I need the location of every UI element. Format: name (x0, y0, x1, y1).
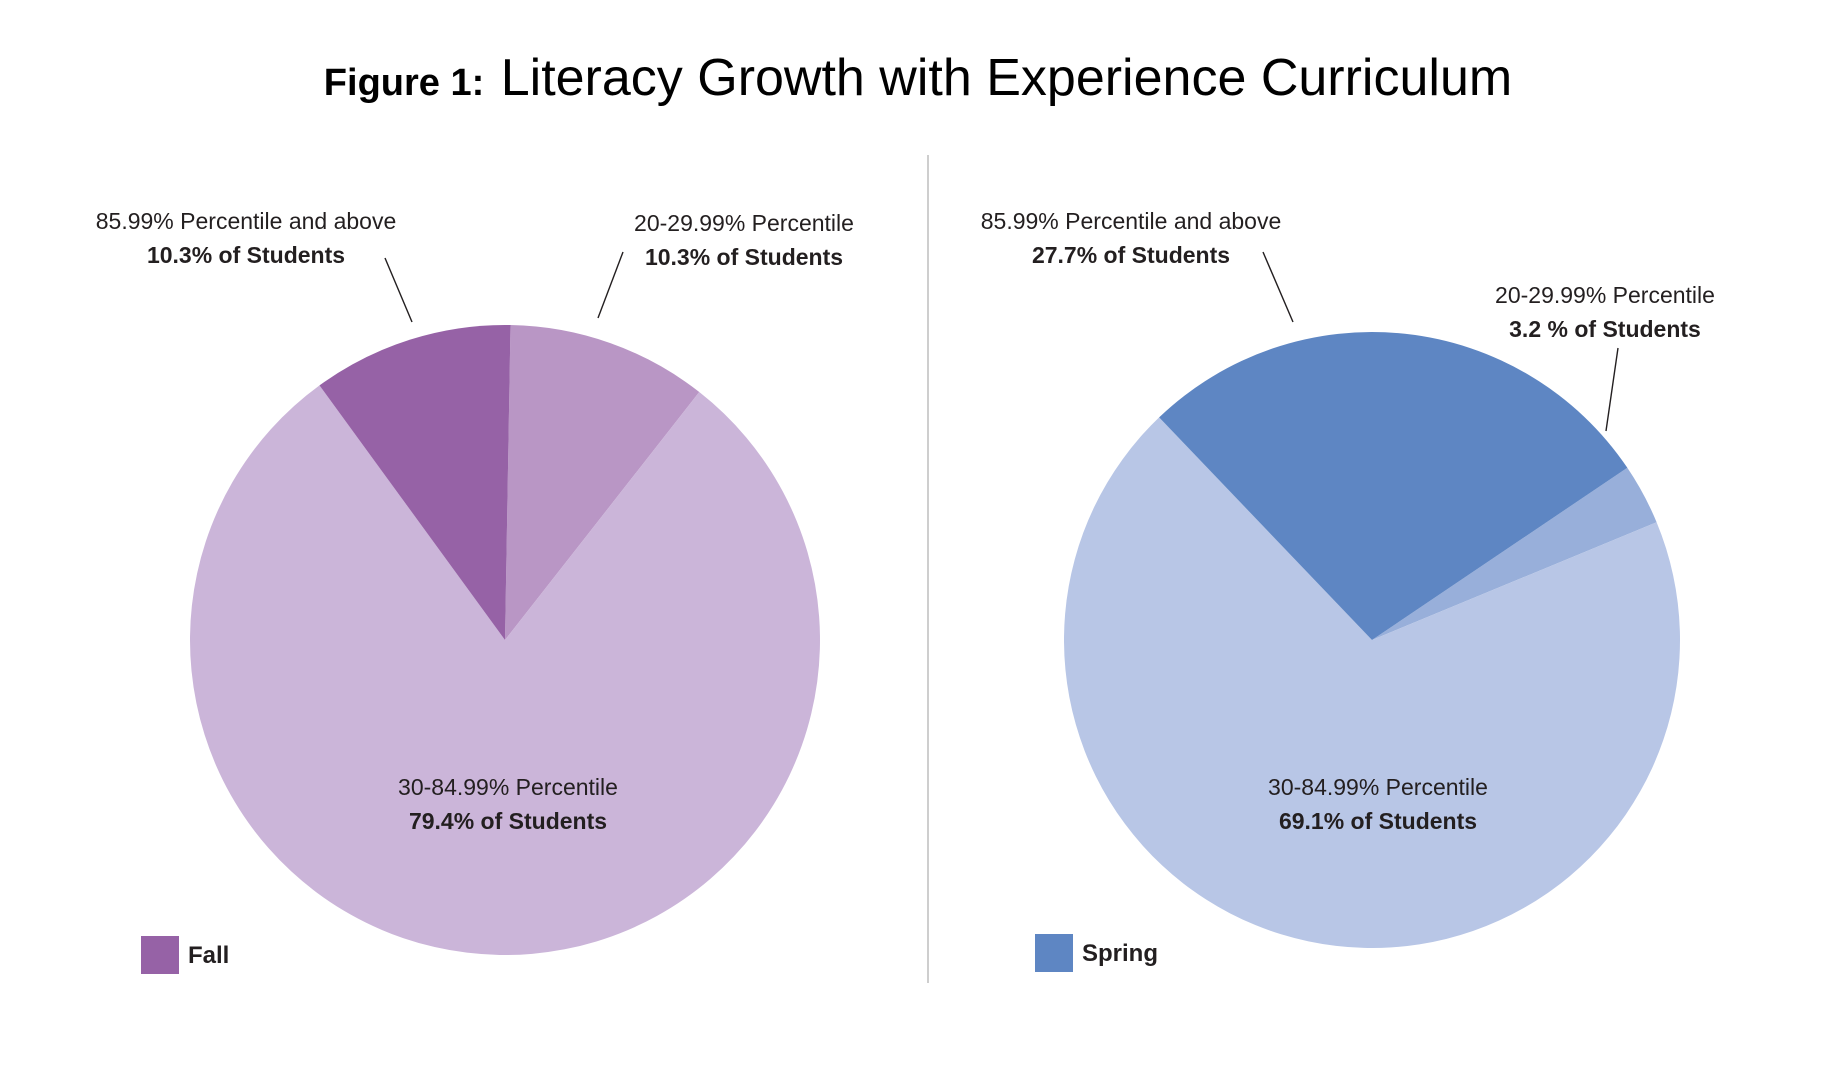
figure-title: Figure 1: Literacy Growth with Experienc… (324, 49, 1512, 107)
pie-slice-spring-85-above (1159, 332, 1628, 640)
figure-title-prefix: Figure 1: (324, 62, 484, 104)
label-range: 20-29.99% Percentile (634, 210, 854, 236)
label-fall-30-84: 30-84.99% Percentile 79.4% of Students (398, 774, 618, 834)
label-percent: 27.7% of Students (1032, 242, 1230, 268)
label-range: 30-84.99% Percentile (1268, 774, 1488, 800)
label-fall-85-above: 85.99% Percentile and above 10.3% of Stu… (96, 208, 413, 323)
label-percent: 10.3% of Students (645, 244, 843, 270)
label-percent: 79.4% of Students (409, 808, 607, 834)
label-spring-85-above: 85.99% Percentile and above 27.7% of Stu… (981, 208, 1294, 323)
label-percent: 69.1% of Students (1279, 808, 1477, 834)
legend-label-fall: Fall (188, 942, 229, 969)
legend-spring: Spring (1035, 934, 1158, 972)
leader-line (1605, 347, 1619, 432)
leader-line (597, 251, 624, 319)
label-fall-20-29: 20-29.99% Percentile 10.3% of Students (597, 210, 854, 319)
leader-line (384, 257, 413, 323)
legend-swatch-spring (1035, 934, 1073, 972)
label-range: 85.99% Percentile and above (96, 208, 397, 234)
figure-title-text: Literacy Growth with Experience Curricul… (501, 49, 1512, 107)
label-percent: 3.2 % of Students (1509, 316, 1701, 342)
pie-chart-fall (189, 325, 820, 956)
pie-slice-spring-30-84 (1064, 417, 1681, 948)
label-spring-20-29: 20-29.99% Percentile 3.2 % of Students (1495, 282, 1715, 432)
label-range: 30-84.99% Percentile (398, 774, 618, 800)
legend-swatch-fall (141, 936, 179, 974)
label-spring-30-84: 30-84.99% Percentile 69.1% of Students (1268, 774, 1488, 834)
pie-slice-fall-20-29 (505, 325, 700, 640)
legend-label-spring: Spring (1082, 940, 1158, 967)
label-range: 20-29.99% Percentile (1495, 282, 1715, 308)
label-range: 85.99% Percentile and above (981, 208, 1282, 234)
pie-chart-spring (1064, 332, 1681, 948)
leader-line (1262, 251, 1294, 323)
pie-slice-spring-20-29 (1372, 467, 1657, 640)
pie-slice-fall-30-84 (189, 385, 820, 956)
label-percent: 10.3% of Students (147, 242, 345, 268)
legend-fall: Fall (141, 936, 229, 974)
pie-slice-fall-85-above (319, 325, 511, 640)
